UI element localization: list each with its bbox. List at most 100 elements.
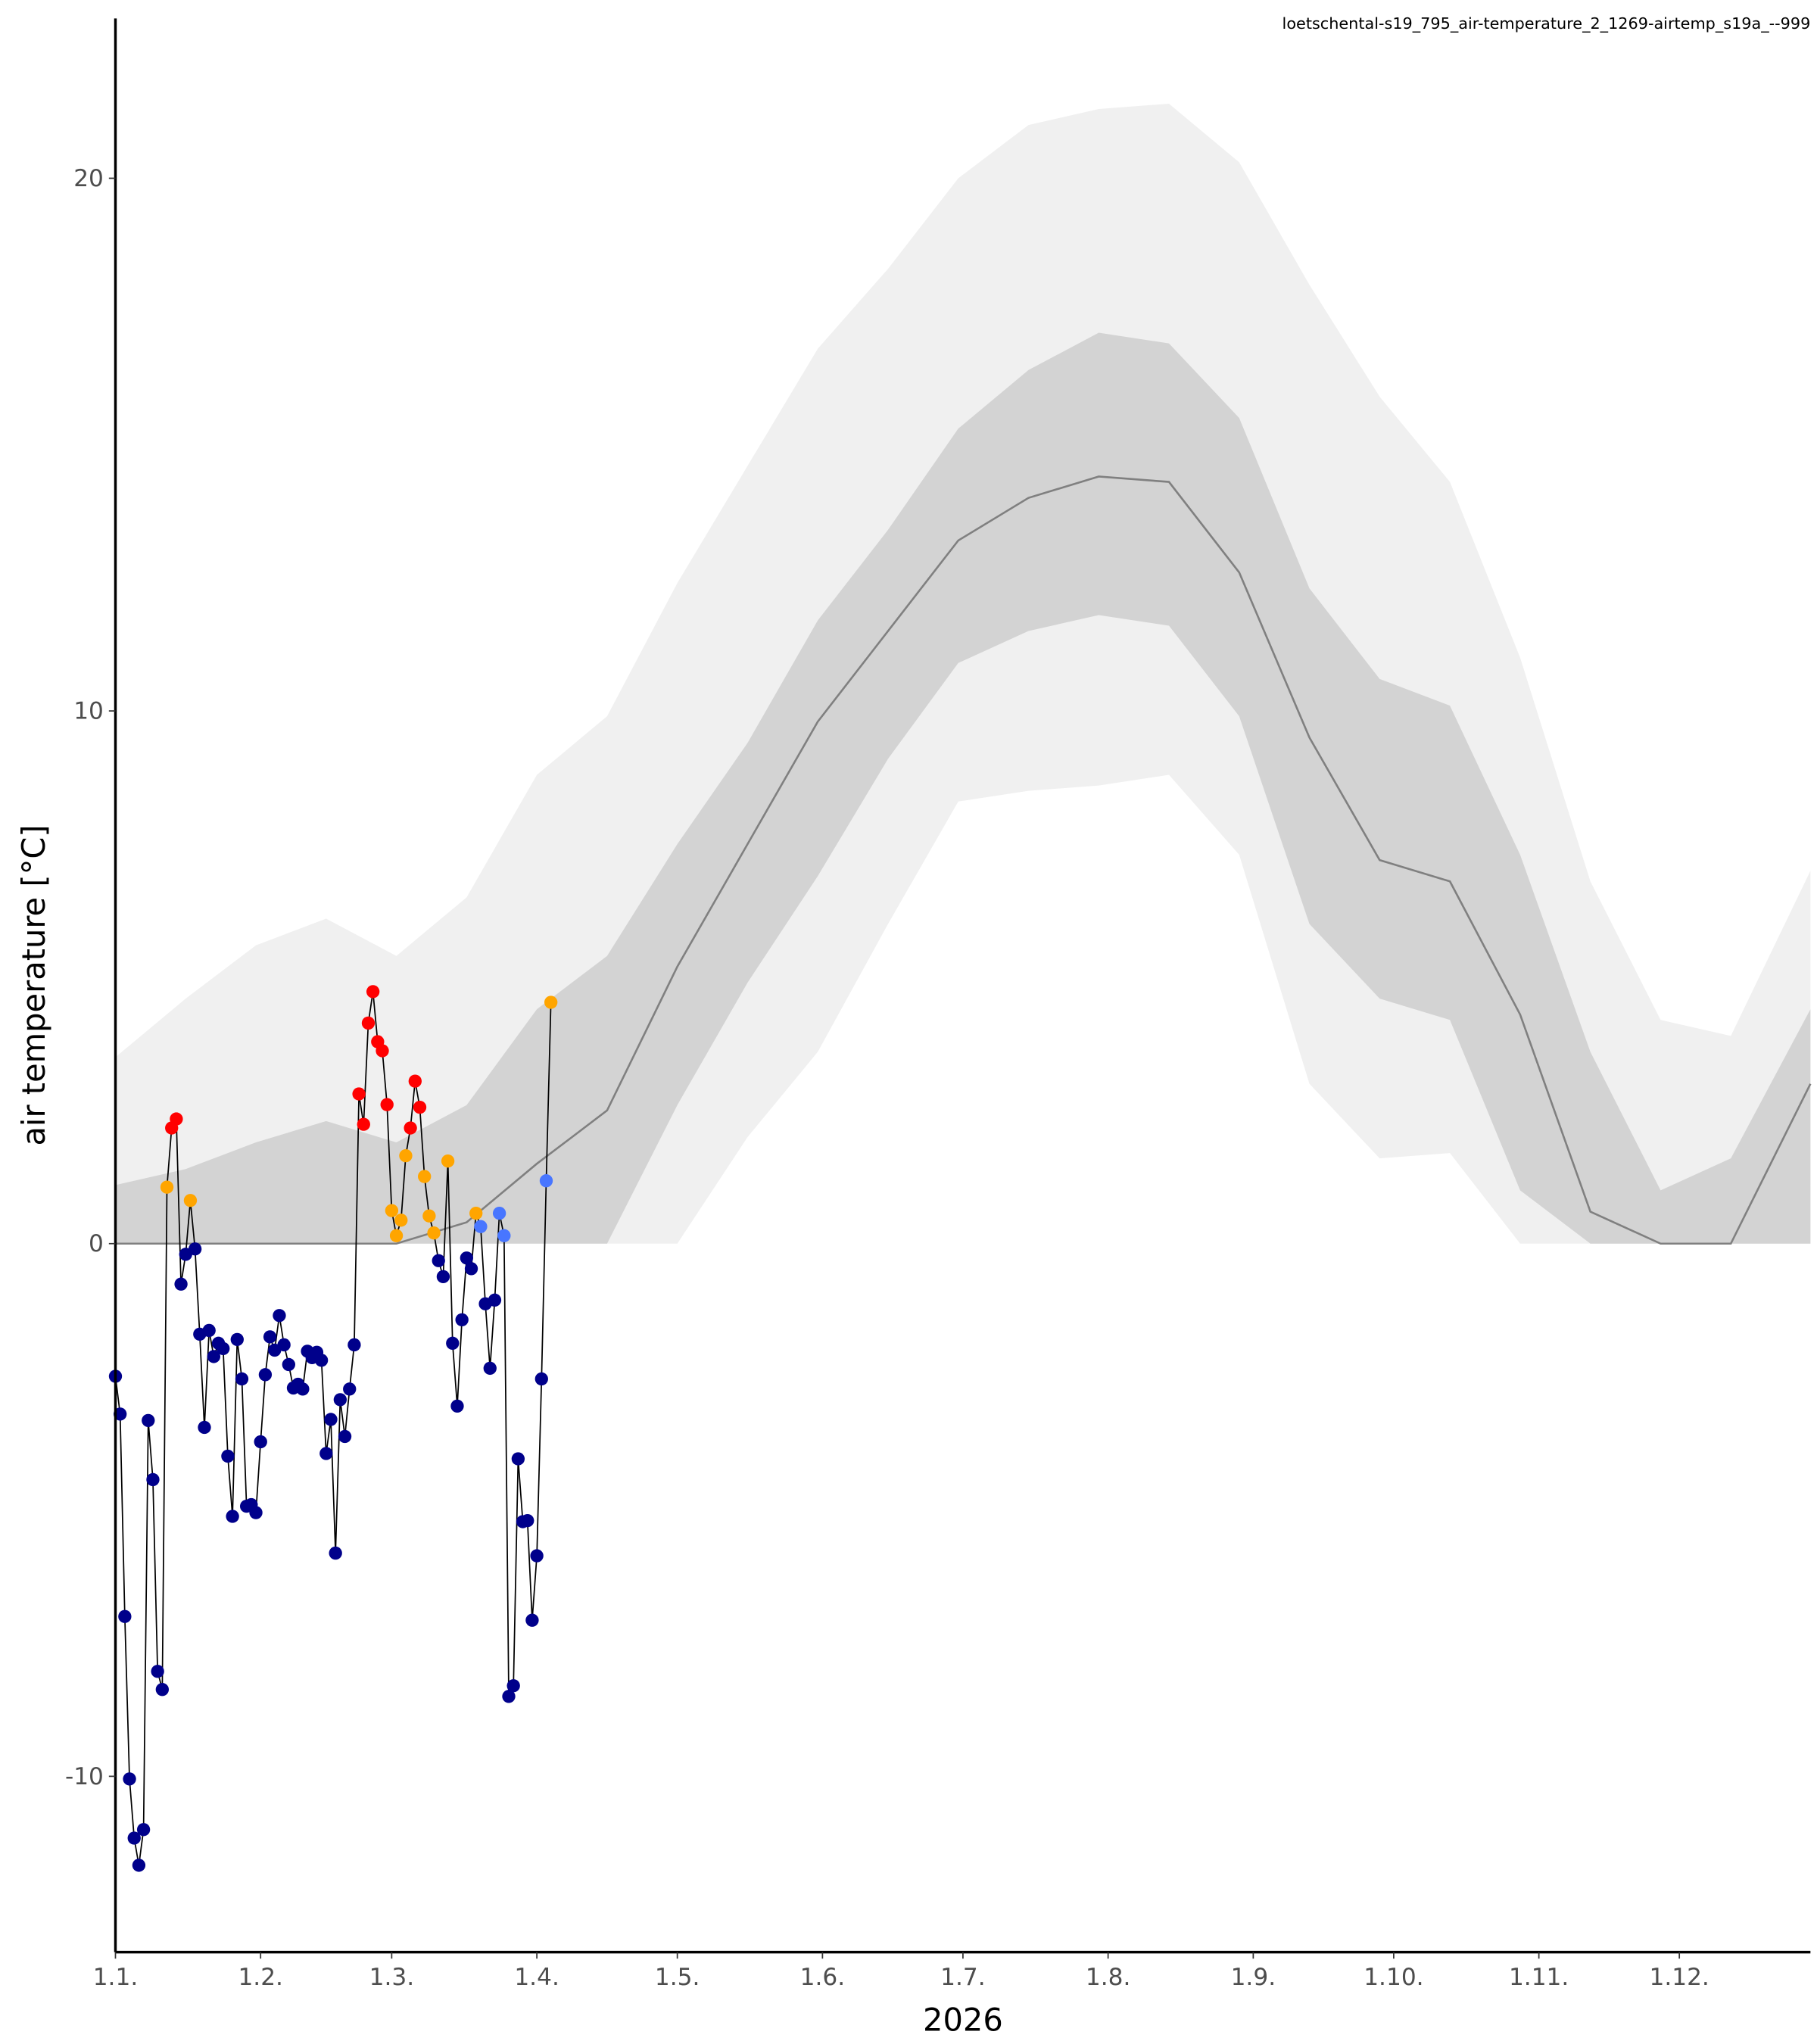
observation-point (446, 1336, 460, 1350)
observation-point (160, 1180, 174, 1194)
x-tick-label: 1.8. (1086, 1964, 1131, 1991)
observation-point (123, 1772, 136, 1786)
x-tick-label: 1.3. (369, 1964, 415, 1991)
observation-point (127, 1831, 141, 1845)
observation-point (207, 1350, 221, 1363)
observation-point (385, 1204, 399, 1217)
observation-point (488, 1293, 502, 1307)
y-tick-label: 10 (73, 698, 104, 725)
observation-point (273, 1309, 286, 1323)
observations (108, 985, 558, 1872)
observation-point (230, 1332, 244, 1347)
x-tick-label: 1.2. (238, 1964, 283, 1991)
observation-point (376, 1044, 389, 1058)
observation-point (146, 1472, 160, 1487)
median-line (115, 475, 1812, 1245)
observation-point (511, 1452, 525, 1466)
x-tick-label: 1.10. (1364, 1964, 1423, 1991)
observation-point (366, 985, 380, 999)
observation-point (492, 1206, 506, 1220)
observation-point (254, 1435, 267, 1449)
observation-point (282, 1357, 295, 1372)
observation-point (198, 1420, 211, 1435)
observation-point (217, 1341, 230, 1356)
observation-point (474, 1220, 488, 1233)
observation-point (544, 996, 558, 1009)
observation-point (314, 1354, 329, 1367)
observation-point (235, 1372, 249, 1386)
observation-point (502, 1690, 516, 1703)
observation-point (258, 1368, 273, 1382)
chart-title: loetschental-s19_795_air-temperature_2_1… (1282, 14, 1811, 33)
observation-point (221, 1449, 235, 1463)
x-tick-label: 1.5. (655, 1964, 700, 1991)
observation-point (324, 1413, 338, 1426)
observation-point (483, 1361, 497, 1376)
observation-point (132, 1859, 146, 1872)
observation-point (174, 1277, 188, 1291)
x-tick-label: 1.4. (514, 1964, 559, 1991)
observation-point (469, 1206, 483, 1220)
observation-point (319, 1447, 333, 1460)
observation-point (408, 1074, 422, 1088)
observation-line (114, 991, 552, 1866)
observation-point (427, 1226, 441, 1240)
observation-point (525, 1613, 539, 1627)
observation-point (539, 1174, 553, 1188)
observation-point (142, 1413, 155, 1428)
observation-point (333, 1393, 348, 1407)
observation-point (296, 1382, 310, 1396)
observation-point (394, 1214, 408, 1227)
observation-point (183, 1194, 198, 1207)
observation-point (249, 1506, 263, 1519)
y-axis-title: air temperature [°C] (15, 824, 52, 1145)
observation-point (151, 1665, 164, 1678)
inner-band (115, 332, 1811, 1244)
observation-point (348, 1338, 361, 1352)
axes: -10 0 10 20 1.1. 1.2. 1.3. 1.4. 1.5. 1.6. 1.7. 1.8.… (65, 18, 1811, 1991)
observation-point (521, 1513, 535, 1528)
observation-point (136, 1823, 151, 1837)
x-axis-title: 2026 (923, 2002, 1003, 2039)
observation-point (202, 1323, 216, 1338)
observation-point (188, 1242, 202, 1256)
y-tick-label: 20 (73, 165, 104, 192)
observation-point (170, 1112, 183, 1126)
observation-point (464, 1262, 478, 1276)
observation-point (506, 1679, 520, 1693)
x-tick-label: 1.11. (1509, 1964, 1569, 1991)
observation-point (357, 1117, 370, 1131)
observation-point (338, 1429, 352, 1444)
y-tick-label: 0 (89, 1230, 104, 1257)
x-tick-label: 1.9. (1231, 1964, 1276, 1991)
observation-point (530, 1549, 544, 1563)
observation-point (277, 1338, 291, 1352)
observation-point (155, 1683, 170, 1697)
observation-point (404, 1121, 417, 1135)
observation-point (422, 1209, 436, 1223)
y-tick-label: -10 (65, 1763, 104, 1790)
observation-point (436, 1270, 450, 1284)
observation-point (389, 1229, 404, 1242)
x-tick-label: 1.7. (940, 1964, 986, 1991)
observation-point (455, 1313, 469, 1327)
observation-point (418, 1170, 432, 1183)
x-tick-label: 1.12. (1649, 1964, 1709, 1991)
observation-point (535, 1372, 548, 1386)
observation-point (399, 1148, 413, 1163)
bands (115, 103, 1812, 1245)
observation-point (352, 1087, 366, 1101)
observation-point (226, 1510, 239, 1523)
observation-point (432, 1254, 445, 1267)
observation-point (263, 1330, 277, 1344)
observation-point (343, 1382, 357, 1396)
observation-point (460, 1251, 474, 1265)
x-tick-label: 1.6. (800, 1964, 846, 1991)
observation-point (413, 1100, 427, 1114)
observation-point (441, 1154, 455, 1168)
x-tick-label: 1.1. (93, 1964, 139, 1991)
observation-point (114, 1407, 127, 1421)
observation-point (118, 1609, 132, 1623)
